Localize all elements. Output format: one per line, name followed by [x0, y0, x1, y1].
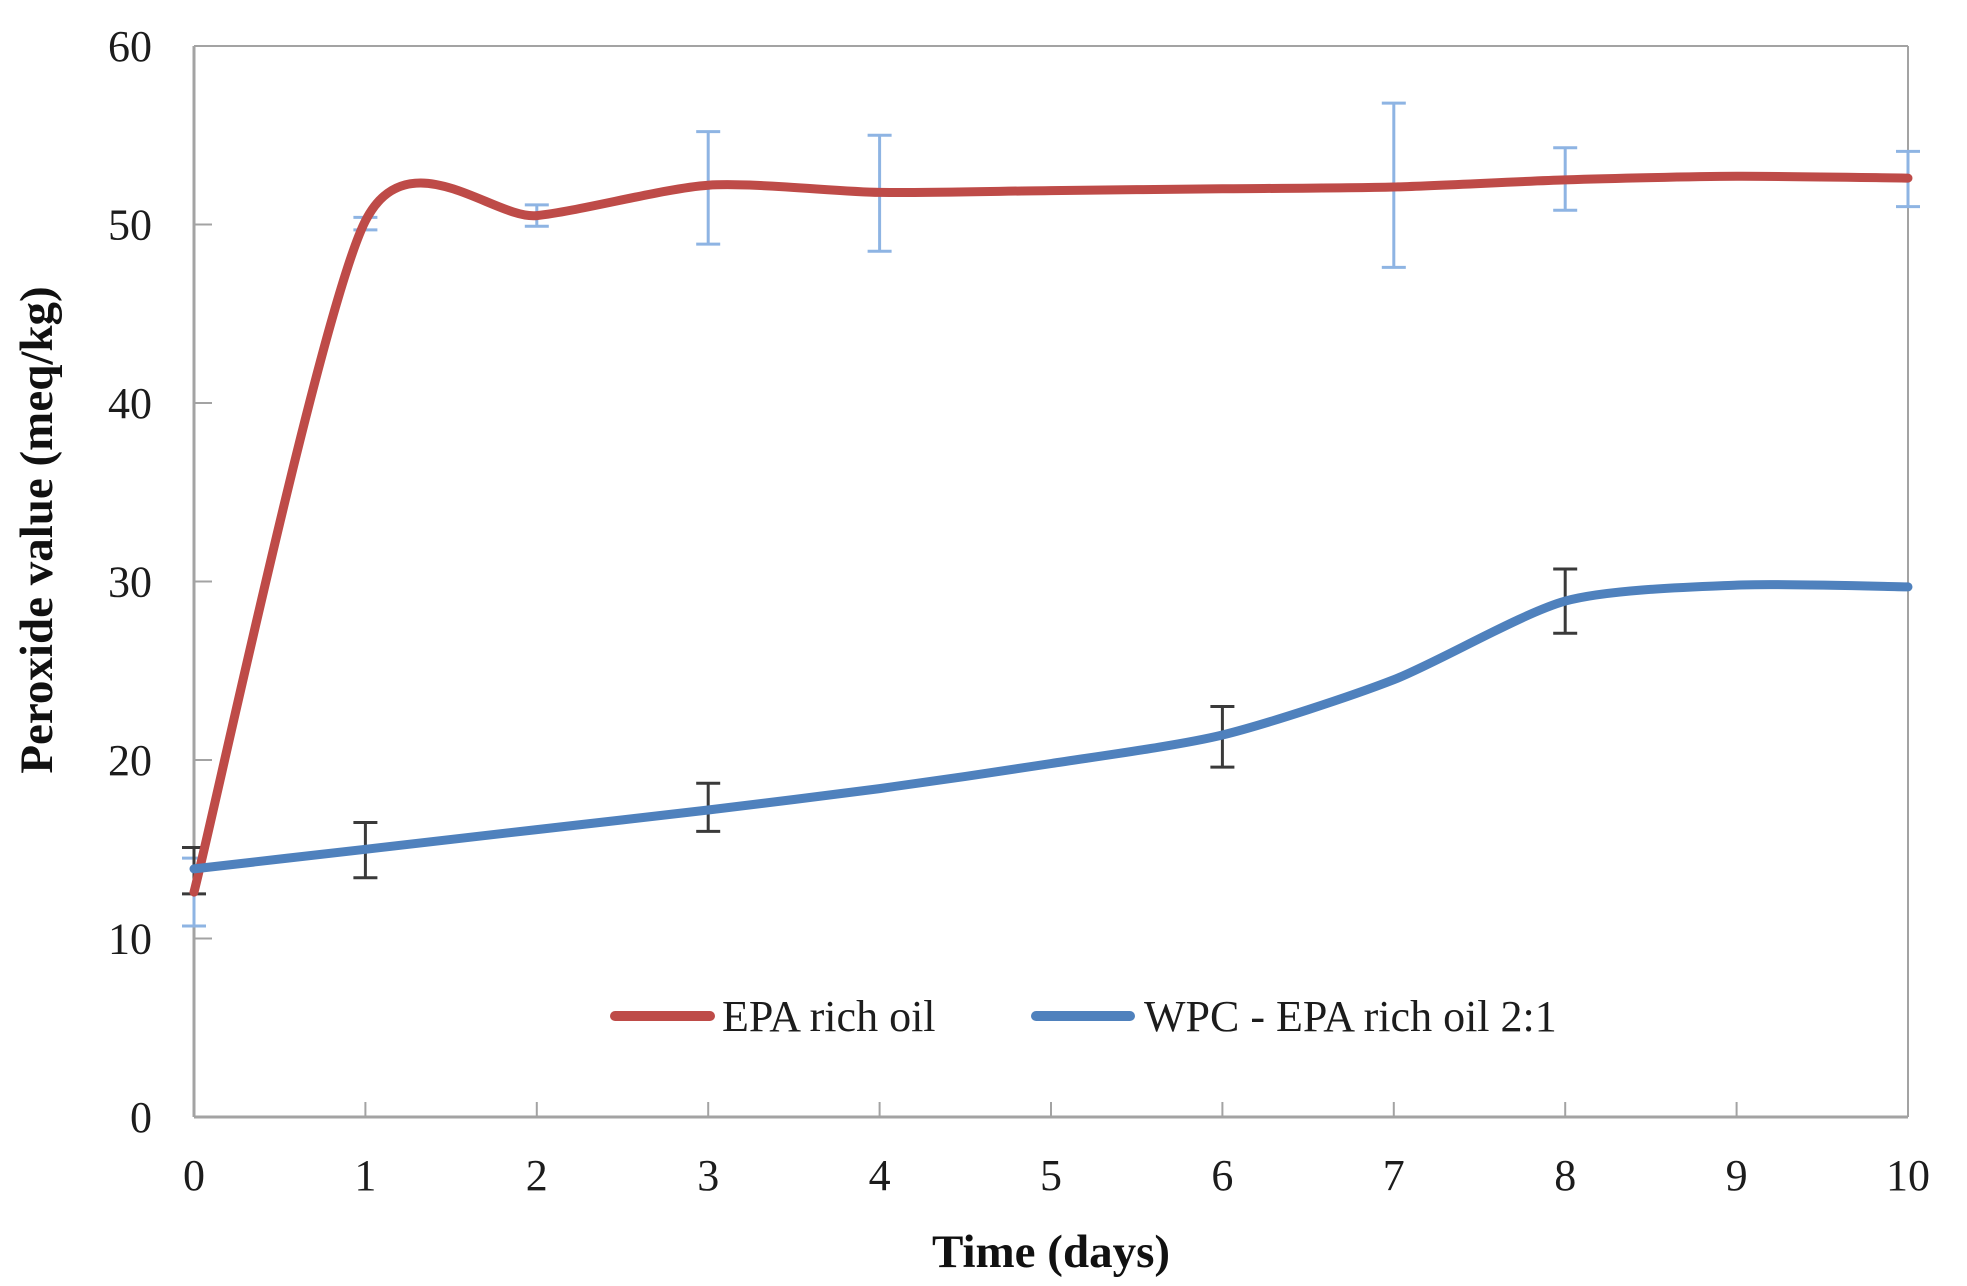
x-tick-label-8: 8	[1554, 1151, 1576, 1200]
y-tick-label-0: 0	[130, 1093, 152, 1142]
x-tick-label-9: 9	[1726, 1151, 1748, 1200]
x-tick-label-5: 5	[1040, 1151, 1062, 1200]
x-tick-label-0: 0	[183, 1151, 205, 1200]
x-tick-label-10: 10	[1886, 1151, 1930, 1200]
y-tick-label-20: 20	[108, 736, 152, 785]
x-axis-title: Time (days)	[932, 1226, 1170, 1278]
x-tick-label-4: 4	[869, 1151, 891, 1200]
legend: EPA rich oil WPC - EPA rich oil 2:1	[610, 992, 1557, 1041]
x-tick-label-1: 1	[354, 1151, 376, 1200]
y-tick-label-50: 50	[108, 201, 152, 250]
y-tick-label-40: 40	[108, 379, 152, 428]
y-tick-label-30: 30	[108, 558, 152, 607]
x-tick-label-2: 2	[526, 1151, 548, 1200]
y-tick-label-60: 60	[108, 22, 152, 71]
series-line-wpc-epa-rich-oil-2-1	[189, 580, 1913, 874]
series-line-epa-rich-oil	[189, 171, 1913, 897]
x-tick-label-6: 6	[1211, 1151, 1233, 1200]
generated-chart-layers: 0 10 20 30 40 50 60 0 1 2 3 4 5 6 7 8 9 10	[108, 22, 1930, 1200]
legend-label-epa-rich-oil: EPA rich oil	[722, 992, 936, 1041]
x-tick-label-7: 7	[1383, 1151, 1405, 1200]
x-tick-label-3: 3	[697, 1151, 719, 1200]
y-axis-title: Peroxide value (meq/kg)	[11, 286, 63, 773]
legend-label-wpc-epa-rich-oil: WPC - EPA rich oil 2:1	[1144, 992, 1557, 1041]
y-tick-label-10: 10	[108, 915, 152, 964]
